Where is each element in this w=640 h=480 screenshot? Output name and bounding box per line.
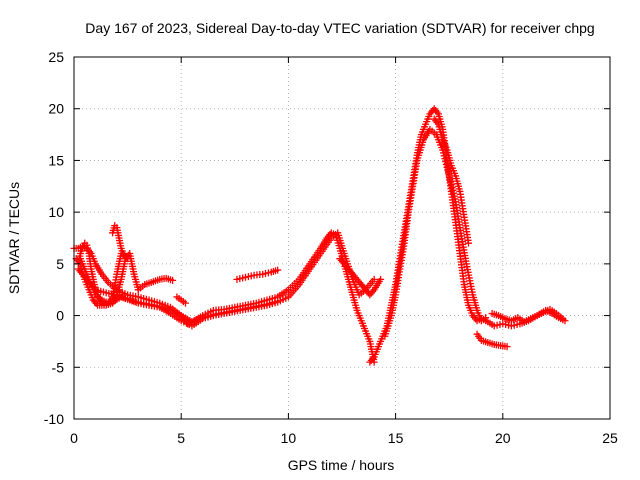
series-track-n (473, 330, 511, 351)
data-point (503, 343, 511, 351)
data-point (482, 314, 490, 322)
y-tick-label: 25 (48, 49, 64, 65)
data-point (274, 297, 282, 305)
series-track-o (488, 305, 567, 326)
plot-frame (73, 56, 611, 420)
series-track-j (336, 255, 385, 299)
chart-title: Day 167 of 2023, Sidereal Day-to-day VTE… (85, 20, 594, 36)
x-axis-label: GPS time / hours (288, 457, 395, 473)
series-track-c (74, 265, 282, 326)
series-track-l (381, 125, 490, 340)
series-track-f (109, 222, 132, 263)
y-tick-label: 15 (48, 152, 64, 168)
y-tick-label: -10 (44, 411, 64, 427)
data-point (377, 275, 385, 283)
x-tick-label: 0 (70, 430, 78, 446)
y-tick-label: 20 (48, 101, 64, 117)
data-point (370, 275, 378, 283)
data-point (464, 239, 472, 247)
y-tick-label: 0 (56, 308, 64, 324)
data-point (181, 299, 189, 307)
series-track-g (134, 274, 177, 294)
x-tick-label: 25 (602, 430, 618, 446)
data-points (70, 105, 569, 366)
series-track-m (430, 115, 472, 247)
series-track-i (233, 266, 282, 283)
data-point (124, 255, 132, 263)
data-point (169, 276, 177, 284)
axis-ticks: 0 5 10 15 20 25 -10 -5 0 5 10 15 20 25 (44, 49, 618, 446)
x-tick-label: 15 (388, 430, 404, 446)
x-tick-label: 20 (495, 430, 511, 446)
y-axis-label: SDTVAR / TECUs (6, 182, 22, 294)
y-tick-label: 10 (48, 204, 64, 220)
data-point (274, 266, 282, 274)
y-tick-label: 5 (56, 256, 64, 272)
x-tick-label: 10 (281, 430, 297, 446)
x-tick-label: 5 (177, 430, 185, 446)
data-point (559, 315, 567, 323)
series-track-h (173, 293, 189, 307)
y-tick-label: -5 (52, 359, 65, 375)
